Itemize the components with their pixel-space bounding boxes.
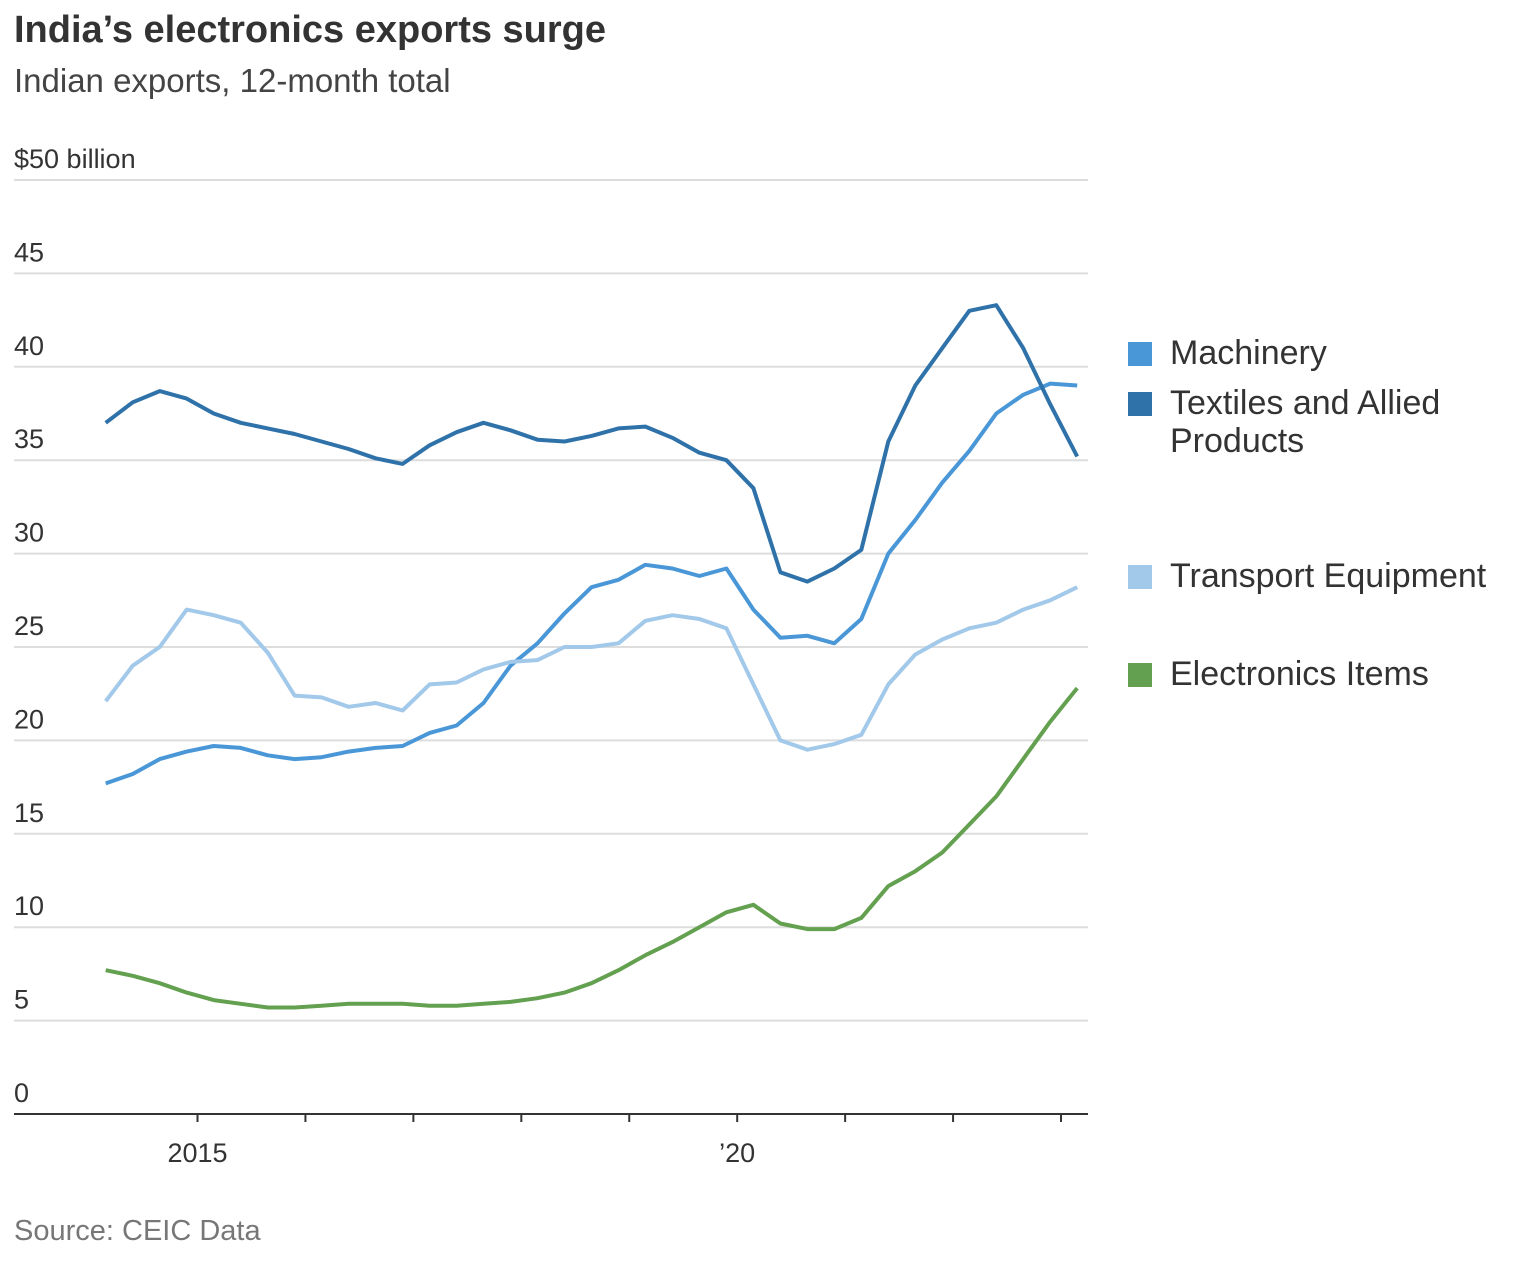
x-tick-label: ’20	[719, 1138, 755, 1168]
y-tick-label: 30	[14, 518, 44, 548]
legend-label: Transport Equipment	[1170, 557, 1487, 595]
legend-item: Transport Equipment	[1128, 557, 1528, 595]
y-tick-label: 25	[14, 611, 44, 641]
series-line	[104, 585, 1079, 752]
legend-item: Electronics Items	[1128, 655, 1528, 693]
legend-label: Textiles and Allied Products	[1170, 384, 1441, 460]
series-line	[105, 381, 1078, 786]
y-tick-label: 15	[14, 798, 44, 828]
y-tick-label: 20	[14, 704, 44, 734]
y-tick-label: 40	[14, 331, 44, 361]
y-tick-label: 45	[14, 237, 44, 267]
x-tick-label: 2015	[167, 1138, 227, 1168]
chart-subtitle: Indian exports, 12-month total	[14, 62, 451, 99]
legend-item: Machinery	[1128, 334, 1528, 372]
legend-label: Machinery	[1170, 334, 1327, 372]
chart-title: India’s electronics exports surge	[14, 9, 606, 51]
y-tick-label: 0	[14, 1078, 29, 1108]
legend-swatch	[1128, 565, 1152, 589]
y-tick-label: 5	[14, 985, 29, 1015]
legend-swatch	[1128, 342, 1152, 366]
legend-swatch	[1128, 663, 1152, 687]
legend-swatch	[1128, 392, 1152, 416]
source: Source: CEIC Data	[14, 1215, 261, 1247]
y-tick-label: 35	[14, 424, 44, 454]
series-line	[105, 686, 1079, 1010]
y-tick-label: 10	[14, 891, 44, 921]
y-tick-label: $50 billion	[14, 144, 136, 174]
legend-item: Textiles and Allied Products	[1128, 384, 1528, 460]
legend-label: Electronics Items	[1170, 655, 1429, 693]
series-line	[104, 303, 1079, 584]
